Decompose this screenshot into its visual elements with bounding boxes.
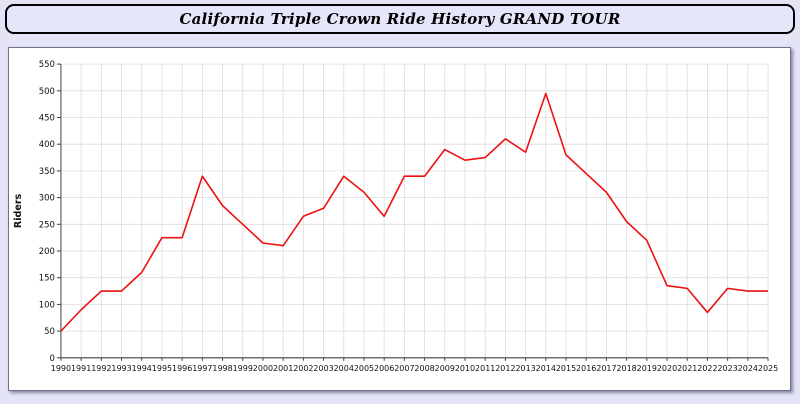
title-bar: California Triple Crown Ride History GRA… — [5, 4, 795, 34]
y-tick-label: 150 — [39, 274, 55, 284]
x-tick-label: 1992 — [91, 364, 111, 373]
x-tick-label: 2019 — [637, 364, 657, 373]
chart-panel: 0 50 100 150 200 250 300 350 400 450 500 550 1990 199… — [8, 47, 791, 391]
x-tick-label: 2007 — [394, 364, 414, 373]
x-tick-label: 2025 — [758, 364, 778, 373]
y-tick-label: 200 — [39, 247, 55, 257]
x-tick-label: 2008 — [414, 364, 434, 373]
x-tick-label: 2018 — [616, 364, 636, 373]
x-tick-label: 1999 — [233, 364, 253, 373]
y-tick-label: 0 — [50, 354, 55, 364]
x-tick-label: 2013 — [515, 364, 535, 373]
x-tick-label: 2024 — [738, 364, 758, 373]
y-tick-label: 350 — [39, 167, 55, 177]
x-tick-label: 1995 — [152, 364, 172, 373]
y-tick-label: 400 — [39, 140, 55, 150]
page-title: California Triple Crown Ride History GRA… — [179, 10, 621, 28]
x-tick-label: 2020 — [657, 364, 677, 373]
x-tick-label: 2016 — [576, 364, 596, 373]
y-tick-label: 100 — [39, 300, 55, 310]
x-tick-label: 2012 — [495, 364, 515, 373]
x-tick-label: 2017 — [596, 364, 616, 373]
y-tick-label: 500 — [39, 87, 55, 97]
x-tick-label: 1998 — [212, 364, 232, 373]
x-tick-label: 2005 — [354, 364, 374, 373]
x-tick-label: 2023 — [717, 364, 737, 373]
x-tick-label: 1996 — [172, 364, 192, 373]
x-tick-label: 2006 — [374, 364, 394, 373]
x-tick-label: 1997 — [192, 364, 212, 373]
x-tick-label: 2004 — [334, 364, 354, 373]
y-tick-label: 300 — [39, 194, 55, 204]
x-tick-label: 1994 — [132, 364, 152, 373]
x-tick-label: 2009 — [435, 364, 455, 373]
x-tick-label: 2022 — [697, 364, 717, 373]
plot-area — [60, 64, 769, 358]
x-tick-label: 2003 — [313, 364, 333, 373]
x-tick-label: 2011 — [475, 364, 495, 373]
x-tick-label: 2021 — [677, 364, 697, 373]
x-tick-label: 2010 — [455, 364, 475, 373]
y-tick-label: 50 — [44, 327, 55, 337]
x-tick-label: 2000 — [253, 364, 273, 373]
y-tick-label: 250 — [39, 220, 55, 230]
x-tick-label: 2014 — [536, 364, 556, 373]
x-tick-label: 2015 — [556, 364, 576, 373]
y-axis-title: Riders — [13, 193, 24, 228]
series-line — [60, 92, 769, 332]
y-tick-label: 450 — [39, 113, 55, 123]
x-tick-label: 1991 — [71, 364, 91, 373]
y-tick-label: 550 — [39, 60, 55, 70]
x-tick-label: 2001 — [273, 364, 293, 373]
x-tick-label: 1990 — [51, 364, 71, 373]
x-tick-label: 2002 — [293, 364, 313, 373]
x-tick-label: 1993 — [111, 364, 131, 373]
